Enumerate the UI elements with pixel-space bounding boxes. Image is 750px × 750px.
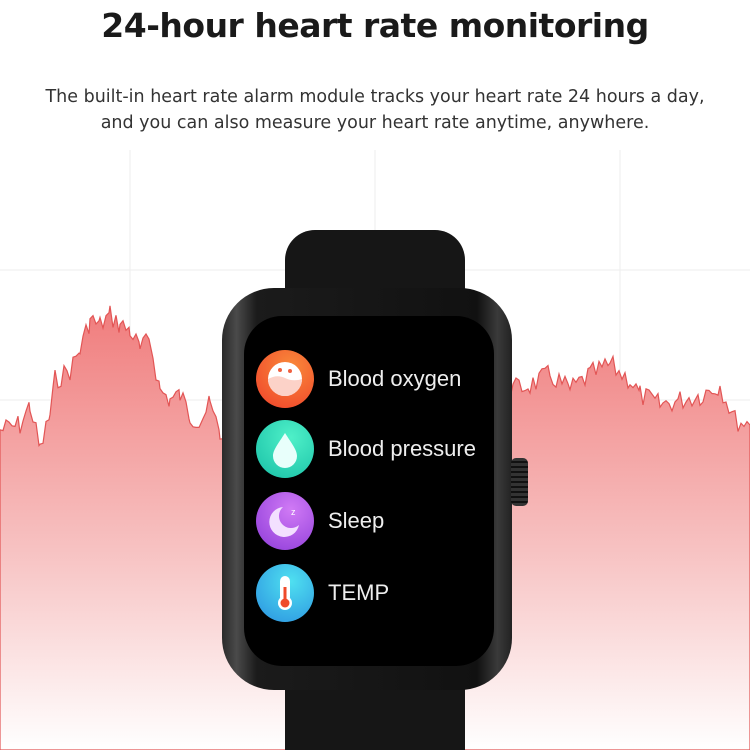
moon-sleep-icon: z xyxy=(256,492,314,550)
menu-item-temp[interactable]: TEMP xyxy=(256,564,389,622)
page-title: 24-hour heart rate monitoring xyxy=(101,6,649,45)
menu-item-sleep[interactable]: z Sleep xyxy=(256,492,384,550)
menu-label: Blood pressure xyxy=(328,436,476,461)
subtitle-line-2: and you can also measure your heart rate… xyxy=(100,113,650,133)
subtitle-line-1: The built-in heart rate alarm module tra… xyxy=(45,87,705,107)
menu-label: Sleep xyxy=(328,508,385,533)
menu-label: TEMP xyxy=(328,580,390,605)
water-drop-icon xyxy=(256,420,314,478)
thermometer-icon xyxy=(256,564,314,622)
blood-oxygen-icon xyxy=(256,350,314,408)
menu-label: Blood oxygen xyxy=(328,366,462,391)
menu-item-blood-oxygen[interactable]: Blood oxygen xyxy=(256,350,461,408)
watch-crown[interactable] xyxy=(511,458,528,506)
page-subtitle: The built-in heart rate alarm module tra… xyxy=(0,84,750,136)
menu-item-blood-pressure[interactable]: Blood pressure xyxy=(256,420,476,478)
watch-screen: Blood oxygen Blood pressure z Sleep TEMP xyxy=(244,316,494,666)
svg-text:z: z xyxy=(291,507,296,517)
